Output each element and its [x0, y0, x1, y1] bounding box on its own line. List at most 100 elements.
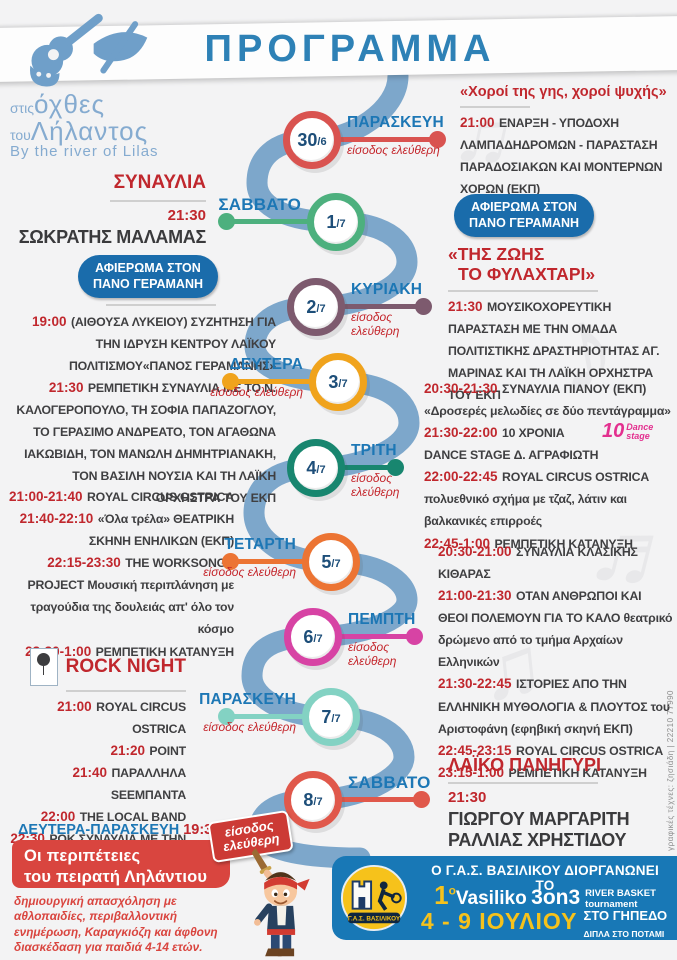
print-credits: γραφικές τέχνες: ζησιάδη | 22210 77990 [666, 690, 675, 851]
logo-word: στις [10, 100, 35, 116]
event-block-monday: 20:30-21:30 ΣΥΝΑΥΛΙΑ ΠΙΑΝΟΥ (ΕΚΠ) «Δροσε… [424, 378, 674, 555]
day-name: ΚΥΡΙΑΚΗ [351, 281, 423, 298]
event-time: 22:15-23:30 [47, 555, 121, 571]
date-circle: 3/7 [309, 353, 367, 411]
timeline-day-3-7: ΔΕΥΤΕΡΑ είσοδος ελεύθερη 3/7 [210, 353, 367, 411]
free-entry-note: είσοδος ελεύθερη [348, 640, 397, 668]
kids-program-description: δημιουργική απασχόληση με αθλοπαιδίες, π… [14, 894, 218, 954]
date-number: 30 [297, 129, 318, 150]
date-number: 5 [321, 551, 332, 572]
event-text: ΜΟΥΣΙΚΟΧΟΡΕΥΤΙΚΗ ΠΑΡΑΣΤΑΣΗ ΜΕ ΤΗΝ ΟΜΑΔΑ … [448, 299, 660, 403]
event-block-tribute-geramanis-left: ΑΦΙΕΡΩΜΑ ΣΤΟΝ ΠΑΝΟ ΓΕΡΑΜΑΝΗ 19:00 (ΑΙΘΟΥΣ… [12, 255, 276, 509]
artist-line: ΓΙΩΡΓΟΥ ΜΑΡΓΑΡΙΤΗ [448, 808, 630, 829]
dance-stage-number: 10 [602, 420, 625, 442]
date-month: /7 [331, 713, 341, 725]
festival-logo: στιςόχθες τουΛήλαντος By the river of Li… [10, 12, 225, 159]
connector-line [218, 708, 304, 725]
timeline-day-7-7: ΠΑΡΑΣΚΕΥΗ είσοδος ελεύθερη 7/7 [199, 688, 360, 746]
event-time: 21:00-21:30 [438, 588, 512, 604]
date-month: /7 [316, 303, 326, 315]
event-block-paniyiri: ΛΑΪΚΟ ΠΑΝΗΓΥΡΙ 21:30 ΓΙΩΡΓΟΥ ΜΑΡΓΑΡΙΤΗ ΡΑ… [448, 753, 674, 852]
artist-name: ΣΩΚΡΑΤΗΣ ΜΑΛΑΜΑΣ [18, 226, 207, 247]
timeline-day-6-7: ΠΕΜΠΤΗ είσοδος ελεύθερη 6/7 [284, 608, 423, 668]
event-time: 21:30-22:00 [424, 425, 498, 441]
logo-word: όχθες [34, 89, 106, 119]
event-time: 23:15-1:00 [438, 764, 505, 780]
date-number: 7 [321, 706, 332, 727]
day-name: ΣΑΒΒΑΤΟ [218, 195, 301, 214]
event-time: 21:30 [167, 207, 206, 225]
pirate-program-banner: Οι περιπέτειες του πειρατή Ληλάντιου [12, 840, 230, 888]
free-entry-note: είσοδος ελεύθερη [210, 385, 303, 400]
divider [110, 200, 206, 203]
badge-line: ΠΑΝΟ ΓΕΡΑΜΑΝΗ [92, 277, 203, 292]
tournament-subtitle: RIVER BASKET tournament [585, 887, 656, 910]
date-circle: 4/7 [287, 439, 345, 497]
date-month: /7 [313, 633, 323, 645]
logo-word: Λήλαντος [30, 115, 149, 146]
date-month: /6 [317, 136, 327, 148]
title-line: «ΤΗΣ ΖΩΗΣ [448, 243, 545, 264]
timeline-day-2-7: ΚΥΡΙΑΚΗ είσοδος ελεύθερη 2/7 [287, 278, 432, 338]
event-text: ΕΝΑΡΞΗ - ΥΠΟΔΟΧΗ ΛΑΜΠΑΔΗΔΡΟΜΩΝ - ΠΑΡΑΣΤΑ… [460, 116, 663, 197]
event-time: 21:40 [72, 765, 108, 781]
event-text: ΡΕΜΠΕΤΙΚΗ ΚΑΤΑΝΥΞΗ [95, 644, 235, 659]
free-entry-note: είσοδος ελεύθερη [203, 565, 296, 580]
event-time: 21:30-22:45 [438, 676, 512, 692]
date-number: 4 [306, 457, 317, 478]
dance-stage-logo: 10 Dance stage [602, 418, 653, 446]
festival-logo-text: στιςόχθες τουΛήλαντος By the river of Li… [10, 89, 225, 160]
event-time: 21:00 [460, 115, 495, 130]
event-block-concert-malamas: ΣΥΝΑΥΛΙΑ 21:30 ΣΩΚΡΑΤΗΣ ΜΑΛΑΜΑΣ [8, 170, 207, 249]
date-number: 1 [326, 211, 337, 232]
event-text: «Όλα τρέλα» ΘΕΑΤΡΙΚΗ ΣΚΗΝΗ ΕΝΗΛΙΚΩΝ (ΕΚΠ… [88, 512, 234, 549]
badge-line: ΑΦΙΕΡΩΜΑ ΣΤΟΝ [471, 200, 577, 214]
date-month: /7 [331, 558, 341, 570]
timeline-day-1-7: ΣΑΒΒΑΤΟ 1/7 [218, 193, 365, 251]
free-entry-note: είσοδος ελεύθερη [203, 720, 296, 735]
event-text: ΡΕΜΠΕΤΙΚΗ ΣΥΝΑΥΛΙΑ ΜΕ ΤΟ Ν. ΚΑΛΟΓΕΡΟΠΟΥΛ… [16, 380, 276, 506]
event-text: ΙΣΤΟΡΙΕΣ ΑΠΟ ΤΗΝ ΕΛΛΗΝΙΚΗ ΜΥΘΟΛΟΓΙΑ & ΠΛ… [438, 677, 670, 736]
artist-line: ΡΑΛΛΙΑΣ ΧΡΗΣΤΙΔΟΥ [448, 830, 627, 851]
page-title: ΠΡΟΓΡΑΜΜΑ [204, 28, 496, 70]
timeline-day-5-7: ΤΕΤΑΡΤΗ είσοδος ελεύθερη 5/7 [203, 533, 360, 591]
tournament-venue: ΣΤΟ ΓΗΠΕΔΟ ΔΙΠΛΑ ΣΤΟ ΠΟΤΑΜΙ [583, 908, 668, 939]
free-entry-note: είσοδος ελεύθερη [351, 310, 400, 338]
free-entry-note: είσοδος ελεύθερη [347, 143, 440, 158]
basket-tournament-banner: Γ.Α.Σ. ΒΑΣΙΛΙΚΟΥ Ο Γ.Α.Σ. ΒΑΣΙΛΙΚΟΥ ΔΙΟΡ… [332, 856, 677, 940]
pirate-cartoon [220, 846, 318, 960]
logo-word: του [10, 126, 31, 143]
event-title: «ΤΗΣ ΖΩΗΣ ΤΟ ΦΥΛΑΧΤΑΡΙ» [448, 244, 674, 284]
event-time: 22:00 [40, 809, 76, 825]
day-name: ΤΕΤΑΡΤΗ [224, 536, 296, 553]
connector-line [218, 213, 309, 230]
date-circle: 1/7 [307, 193, 365, 251]
title-line: ΤΟ ΦΥΛΑΧΤΑΡΙ» [458, 263, 596, 284]
tournament-dates: 4 - 9 ΙΟΥΛΙΟΥ [420, 908, 578, 935]
event-text: THE WORKSONGS PROJECT Μουσική περιπλάνησ… [27, 556, 234, 637]
date-month: /7 [338, 378, 348, 390]
tribute-badge: ΑΦΙΕΡΩΜΑ ΣΤΟΝ ΠΑΝΟ ΓΕΡΑΜΑΝΗ [454, 194, 595, 237]
artist-name: ΓΙΩΡΓΟΥ ΜΑΡΓΑΡΙΤΗ ΡΑΛΛΙΑΣ ΧΡΗΣΤΙΔΟΥ [448, 809, 674, 852]
tournament-dates-line: 4 - 9 ΙΟΥΛΙΟΥ ΣΤΟ ΓΗΠΕΔΟ ΔΙΠΛΑ ΣΤΟ ΠΟΤΑΜΙ [416, 908, 672, 942]
event-time: 21:40-22:10 [19, 511, 94, 527]
event-title: ΣΥΝΑΥΛΙΑ [113, 172, 206, 193]
rock-night-logo [29, 648, 58, 686]
date-circle: 5/7 [302, 533, 360, 591]
event-block-dances: «Χοροί της γης, χοροί ψυχής» 21:00 ΕΝΑΡΞ… [460, 82, 672, 200]
event-title: ΛΑΪΚΟ ΠΑΝΗΓΥΡΙ [448, 755, 602, 775]
date-month: /7 [316, 464, 326, 476]
event-time: 20:30-21:30 [424, 381, 498, 396]
event-text: THE LOCAL BAND [79, 810, 186, 825]
event-block-tribute-geramanis-right: ΑΦΙΕΡΩΜΑ ΣΤΟΝ ΠΑΝΟ ΓΕΡΑΜΑΝΗ «ΤΗΣ ΖΩΗΣ ΤΟ Φ… [448, 194, 674, 406]
date-circle: 30/6 [283, 111, 341, 169]
connector-line [340, 791, 430, 808]
connector-line [340, 628, 423, 645]
day-name: ΤΡΙΤΗ [351, 442, 397, 459]
event-text: ΣΥΝΑΥΛΙΑ ΚΛΑΣΙΚΗΣ ΚΙΘΑΡΑΣ [438, 545, 638, 582]
day-name: ΣΑΒΒΑΤΟ [348, 773, 431, 792]
date-number: 6 [303, 626, 314, 647]
free-entry-note: είσοδος ελεύθερη [351, 471, 400, 499]
event-time: 20:30-21:00 [438, 544, 512, 559]
